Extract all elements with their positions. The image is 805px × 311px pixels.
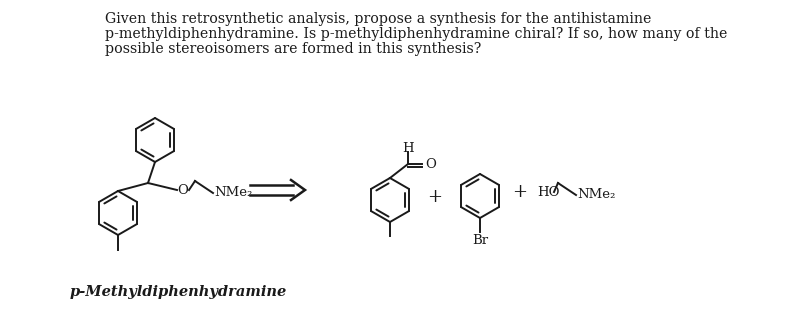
Text: O: O	[425, 159, 436, 171]
Text: HO: HO	[537, 185, 559, 198]
Text: H: H	[402, 142, 414, 155]
Text: Given this retrosynthetic analysis, propose a synthesis for the antihistamine: Given this retrosynthetic analysis, prop…	[105, 12, 651, 26]
Text: NMe₂: NMe₂	[214, 185, 253, 198]
Text: possible stereoisomers are formed in this synthesis?: possible stereoisomers are formed in thi…	[105, 42, 481, 56]
Text: p-methyldiphenhydramine. Is p-methyldiphenhydramine chiral? If so, how many of t: p-methyldiphenhydramine. Is p-methyldiph…	[105, 27, 728, 41]
Text: +: +	[427, 188, 443, 206]
Text: Br: Br	[472, 234, 488, 247]
Text: O: O	[178, 183, 188, 197]
Text: p-Methyldiphenhydramine: p-Methyldiphenhydramine	[70, 285, 287, 299]
Text: NMe₂: NMe₂	[577, 188, 615, 201]
Text: +: +	[513, 183, 527, 201]
